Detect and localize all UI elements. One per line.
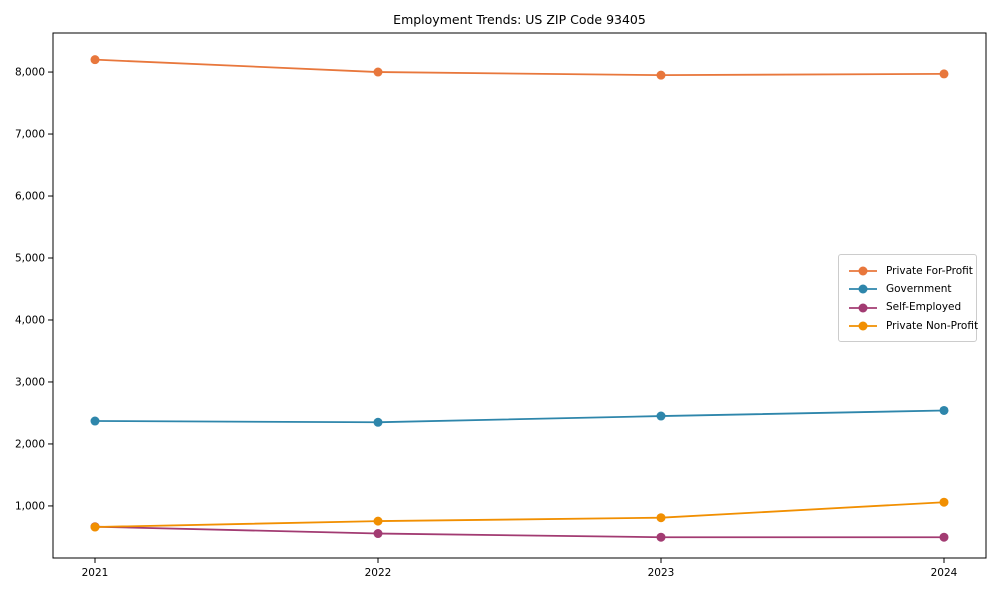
legend-item-private-non-profit: Private Non-Profit	[848, 317, 978, 335]
legend-item-private-for-profit: Private For-Profit	[848, 262, 973, 280]
svg-text:2022: 2022	[365, 567, 392, 579]
legend-label: Private Non-Profit	[886, 319, 979, 332]
legend: Private For-Profit Government Self-Emplo…	[838, 254, 978, 342]
line-marker-icon	[849, 303, 877, 313]
svg-text:2021: 2021	[82, 567, 109, 579]
svg-text:7,000: 7,000	[15, 129, 45, 141]
line-marker-icon	[849, 284, 877, 294]
legend-label: Self-Employed	[886, 301, 962, 314]
svg-text:2024: 2024	[931, 567, 958, 579]
svg-text:4,000: 4,000	[15, 314, 45, 326]
legend-item-self-employed: Self-Employed	[848, 299, 968, 317]
svg-text:1,000: 1,000	[15, 500, 45, 512]
svg-text:5,000: 5,000	[15, 253, 45, 265]
line-marker-icon	[849, 266, 877, 276]
chart-title: Employment Trends: US ZIP Code 93405	[393, 12, 646, 27]
svg-text:2,000: 2,000	[15, 438, 45, 450]
svg-text:6,000: 6,000	[15, 191, 45, 203]
line-marker-icon	[849, 321, 877, 331]
svg-text:8,000: 8,000	[15, 67, 45, 79]
legend-item-government: Government	[848, 280, 968, 298]
legend-label: Private For-Profit	[886, 264, 973, 277]
svg-text:3,000: 3,000	[15, 376, 45, 388]
legend-label: Government	[886, 283, 952, 296]
svg-text:2023: 2023	[648, 567, 675, 579]
